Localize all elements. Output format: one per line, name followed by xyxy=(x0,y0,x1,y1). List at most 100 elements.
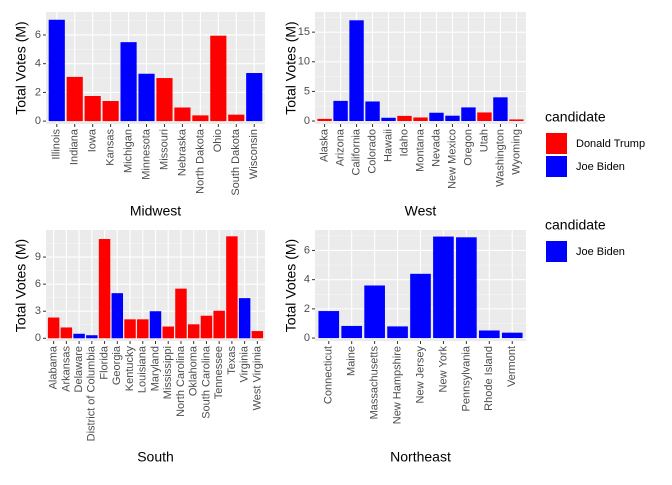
bar xyxy=(397,115,412,122)
x-tick-label: North Carolina xyxy=(175,345,187,417)
x-tick-label: Rhode Island xyxy=(483,346,495,411)
x-tick-label: South Carolina xyxy=(200,345,212,419)
y-tick-label: 0 xyxy=(304,115,310,127)
x-tick-label: Pennsylvania xyxy=(460,345,472,411)
x-tick-label: Nevada xyxy=(430,128,442,167)
x-tick-label: Alaska xyxy=(318,128,330,162)
bar xyxy=(238,298,251,339)
x-tick-label: Wyoming xyxy=(510,129,522,175)
bar xyxy=(461,107,476,122)
x-axis-title: South xyxy=(137,449,174,465)
bar xyxy=(124,319,136,339)
x-axis-title: West xyxy=(405,203,437,219)
bar xyxy=(149,311,162,339)
bar xyxy=(156,78,173,122)
x-tick-label: Montana xyxy=(414,128,426,172)
y-tick-label: 2 xyxy=(304,303,310,315)
y-tick-label: 2 xyxy=(35,86,41,98)
bar xyxy=(192,115,209,122)
bar xyxy=(341,325,363,339)
x-tick-label: Kentucky xyxy=(124,346,136,392)
x-tick-label: Idaho xyxy=(398,129,410,157)
y-axis-title: Total Votes (M) xyxy=(13,239,29,332)
bar xyxy=(47,317,60,339)
x-tick-label: District of Columbia xyxy=(86,345,98,441)
bar xyxy=(213,310,225,339)
bar xyxy=(228,114,245,122)
x-tick-label: Minnesota xyxy=(140,128,152,180)
bar xyxy=(226,236,238,339)
y-tick-label: 6 xyxy=(35,278,41,290)
bar xyxy=(162,326,174,339)
bar xyxy=(175,288,187,339)
y-tick-label: 6 xyxy=(304,244,310,256)
x-tick-label: Alabama xyxy=(48,345,60,389)
legend-title: candidate xyxy=(545,109,606,125)
bar xyxy=(413,117,428,122)
bar xyxy=(102,101,119,122)
bar xyxy=(200,315,213,339)
x-tick-label: Maryland xyxy=(149,346,161,391)
x-tick-label: Ohio xyxy=(212,129,224,152)
x-tick-label: West Virginia xyxy=(251,345,263,410)
bar xyxy=(210,35,227,122)
bar xyxy=(187,324,200,339)
x-tick-label: Utah xyxy=(478,129,490,152)
x-tick-label: Maine xyxy=(346,346,358,376)
x-tick-label: Wisconsin xyxy=(248,129,260,179)
y-tick-label: 0 xyxy=(304,332,310,344)
x-tick-label: Oklahoma xyxy=(188,345,200,396)
bar xyxy=(111,293,124,339)
bar xyxy=(86,335,98,339)
y-axis-title: Total Votes (M) xyxy=(13,21,29,114)
x-tick-label: California xyxy=(350,128,362,175)
bar xyxy=(501,332,523,339)
x-tick-label: Mississippi xyxy=(162,346,174,399)
y-tick-label: 3 xyxy=(35,305,41,317)
bar xyxy=(456,237,477,339)
x-tick-label: Missouri xyxy=(158,129,170,170)
bar xyxy=(410,273,431,339)
bar xyxy=(66,76,83,122)
y-tick-label: 6 xyxy=(35,29,41,41)
bar xyxy=(317,118,332,122)
bar xyxy=(381,117,396,122)
bar xyxy=(387,326,408,339)
bar xyxy=(364,285,385,339)
y-tick-label: 4 xyxy=(304,274,310,286)
x-tick-label: Vermont xyxy=(506,346,518,387)
x-tick-label: Hawaii xyxy=(382,129,394,162)
y-axis-title: Total Votes (M) xyxy=(283,239,299,332)
bar xyxy=(433,236,454,339)
legend-label: Donald Trump xyxy=(576,138,645,150)
bar xyxy=(349,20,364,122)
y-tick-label: 4 xyxy=(35,58,41,70)
x-tick-label: Iowa xyxy=(87,128,99,152)
legend-key xyxy=(546,133,567,154)
x-tick-label: Massachusetts xyxy=(369,346,381,420)
x-tick-label: Virginia xyxy=(239,345,251,382)
x-tick-label: Kansas xyxy=(105,129,117,166)
x-tick-label: Indiana xyxy=(69,128,81,165)
x-tick-label: New Hampshire xyxy=(391,346,403,424)
x-tick-label: Nebraska xyxy=(176,128,188,176)
x-tick-label: New Jersey xyxy=(414,346,426,404)
x-tick-label: North Dakota xyxy=(194,128,206,194)
x-tick-label: Arkansas xyxy=(60,346,72,392)
bar xyxy=(251,331,264,339)
y-axis-title: Total Votes (M) xyxy=(283,21,299,114)
bar xyxy=(138,73,155,122)
bar xyxy=(98,239,111,339)
x-tick-label: Washington xyxy=(494,129,506,187)
legend-key xyxy=(546,241,567,262)
bar xyxy=(478,330,500,339)
x-tick-label: Connecticut xyxy=(323,346,335,404)
bar xyxy=(333,100,348,122)
bar xyxy=(246,73,263,122)
x-tick-label: Louisiana xyxy=(137,345,149,393)
bar xyxy=(477,112,492,122)
legend-label: Joe Biden xyxy=(576,161,625,173)
y-tick-label: 0 xyxy=(35,332,41,344)
bar xyxy=(365,101,380,122)
